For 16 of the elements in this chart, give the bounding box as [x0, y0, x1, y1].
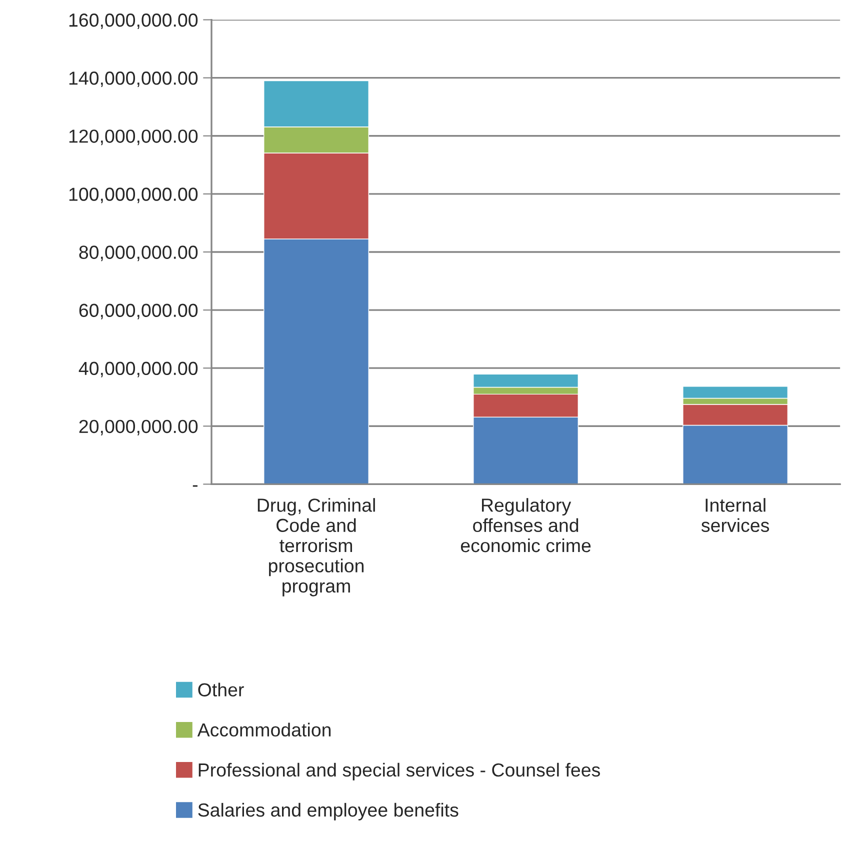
x-tick-label: Regulatory offenses and economic crime	[460, 498, 591, 552]
legend-label: Accommodation	[197, 722, 331, 737]
legend-label: Professional and special services - Counsel fees	[198, 762, 600, 780]
y-tick-label: 80,000,000.00	[79, 246, 198, 262]
y-tick-label: 20,000,000.00	[79, 420, 198, 436]
y-tick-label: -	[192, 485, 198, 487]
legend-label: Salaries and employee benefits	[198, 802, 458, 820]
legend-label: Other	[198, 682, 244, 696]
y-tick-label: 120,000,000.00	[69, 130, 198, 146]
x-tick-label: Drug, Criminal Code and terrorism prosecution program	[258, 498, 375, 596]
y-tick-label: 100,000,000.00	[69, 188, 198, 204]
y-tick-label: 140,000,000.00	[69, 72, 198, 88]
y-tick-label: 40,000,000.00	[78, 362, 198, 378]
y-tick-label: 60,000,000.00	[79, 304, 198, 320]
y-tick-label: 160,000,000.00	[69, 13, 198, 29]
x-tick-label: Internal services	[701, 498, 770, 532]
